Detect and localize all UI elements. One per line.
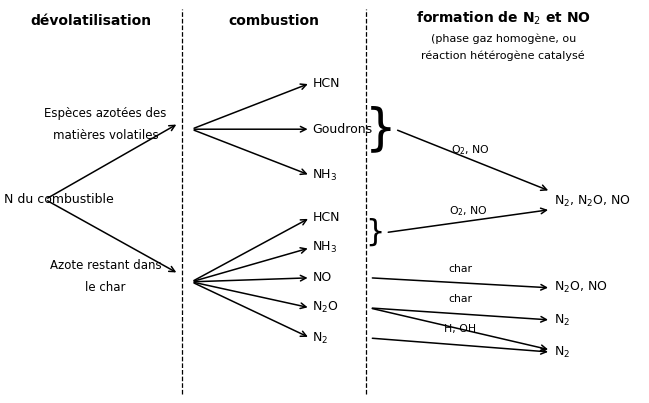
Text: N$_2$O: N$_2$O xyxy=(312,300,339,316)
Text: Goudrons: Goudrons xyxy=(312,123,373,136)
Text: N$_2$: N$_2$ xyxy=(554,345,570,359)
Text: réaction hétérogène catalysé: réaction hétérogène catalysé xyxy=(421,51,585,61)
Text: N$_2$: N$_2$ xyxy=(312,330,328,346)
Text: }: } xyxy=(365,218,384,247)
Text: matières volatiles: matières volatiles xyxy=(53,129,158,142)
Text: N du combustible: N du combustible xyxy=(4,193,114,206)
Text: Azote restant dans: Azote restant dans xyxy=(50,259,162,272)
Text: formation de N$_2$ et NO: formation de N$_2$ et NO xyxy=(416,10,591,27)
Text: H, OH: H, OH xyxy=(444,324,476,334)
Text: (phase gaz homogène, ou: (phase gaz homogène, ou xyxy=(430,33,576,44)
Text: O$_2$, NO: O$_2$, NO xyxy=(450,143,489,157)
Text: le char: le char xyxy=(86,281,126,294)
Text: dévolatilisation: dévolatilisation xyxy=(31,14,152,28)
Text: NO: NO xyxy=(312,271,332,284)
Text: HCN: HCN xyxy=(312,211,340,224)
Text: N$_2$O, NO: N$_2$O, NO xyxy=(554,280,607,295)
Text: char: char xyxy=(448,294,472,304)
Text: HCN: HCN xyxy=(312,77,340,89)
Text: char: char xyxy=(448,264,472,274)
Text: O$_2$, NO: O$_2$, NO xyxy=(449,204,488,218)
Text: N$_2$, N$_2$O, NO: N$_2$, N$_2$O, NO xyxy=(554,194,631,209)
Text: Espèces azotées des: Espèces azotées des xyxy=(44,107,167,120)
Text: combustion: combustion xyxy=(228,14,320,28)
Text: N$_2$: N$_2$ xyxy=(554,312,570,328)
Text: }: } xyxy=(365,105,397,153)
Text: NH$_3$: NH$_3$ xyxy=(312,240,337,255)
Text: NH$_3$: NH$_3$ xyxy=(312,168,337,183)
